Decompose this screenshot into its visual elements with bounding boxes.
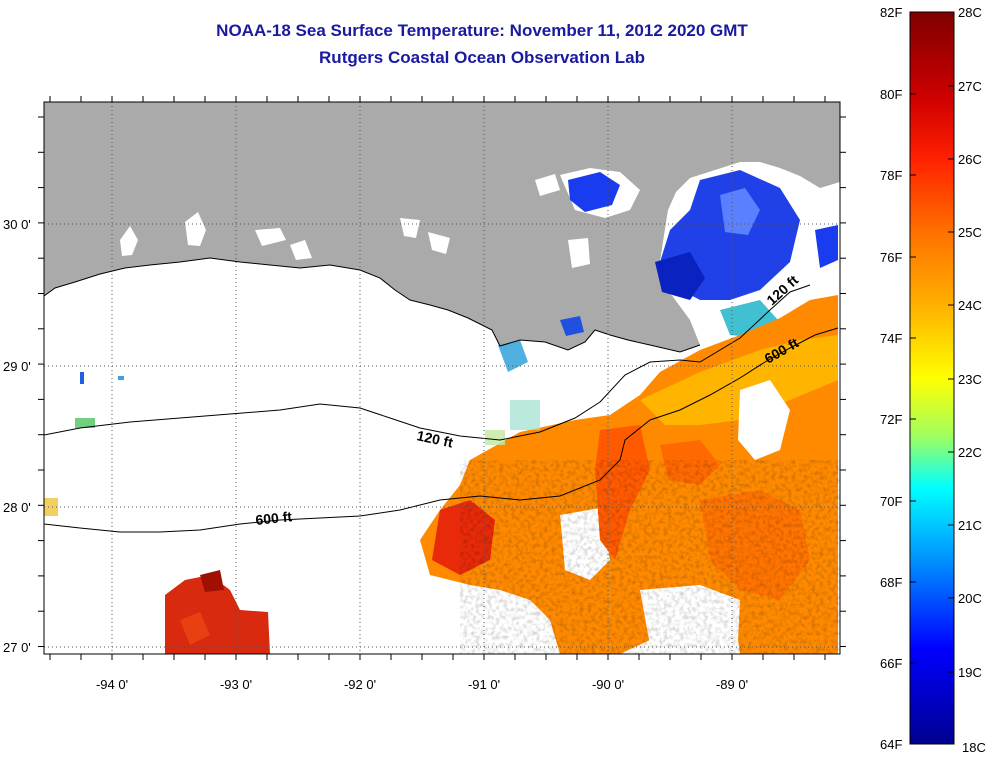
cb-f-label: 72F [880,412,902,427]
lat-label: 30 0' [3,217,31,232]
cb-f-label: 80F [880,87,902,102]
cb-c-label: 19C [958,665,982,680]
lake [535,174,560,196]
cb-c-label: 24C [958,298,982,313]
cb-f-label: 70F [880,494,902,509]
lon-label: -92 0' [344,677,376,692]
cb-f-label: 76F [880,250,902,265]
colorbar-celsius-labels: 28C 27C 26C 25C 24C 23C 22C 21C 20C 19C … [958,5,986,755]
coastline [44,257,701,353]
map-frame [43,101,841,655]
cb-f-label: 74F [880,331,902,346]
lon-label: -89 0' [716,677,748,692]
lake [255,228,286,246]
cb-f-label: 66F [880,656,902,671]
graticule [44,102,840,654]
lat-label: 29 0' [3,359,31,374]
cb-f-label: 64F [880,737,902,752]
lon-label: -91 0' [468,677,500,692]
lake [290,240,312,260]
cb-c-label: 21C [958,518,982,533]
map-title: NOAA-18 Sea Surface Temperature: Novembe… [216,21,748,40]
lon-label: -90 0' [592,677,624,692]
lon-label: -94 0' [96,677,128,692]
lake [185,212,206,246]
frame-ticks [38,96,846,660]
contour-120ft [44,284,811,441]
land-mass [44,102,840,352]
colorbar-ticks [910,11,954,745]
lake [120,226,138,256]
cb-c-label: 26C [958,152,982,167]
lat-label: 27 0' [3,640,31,655]
contour-label-600ft-west: 600 ft [255,508,293,528]
contour-600ft [44,327,839,533]
cb-f-label: 68F [880,575,902,590]
scattered-data-pixels [44,372,540,516]
cb-c-label: 27C [958,79,982,94]
contour-label-120ft-west: 120 ft [415,427,454,450]
map-subtitle: Rutgers Coastal Ocean Observation Lab [319,48,645,67]
colorbar-fahrenheit-labels: 82F 80F 78F 76F 74F 72F 70F 68F 66F 64F [880,5,902,752]
cold-water-patches [498,170,838,372]
lon-label: -93 0' [220,677,252,692]
cb-c-label: 28C [958,5,982,20]
lat-label: 28 0' [3,500,31,515]
cb-c-label: 25C [958,225,982,240]
colorbar [909,11,955,745]
lake [568,238,590,268]
cb-f-label: 82F [880,5,902,20]
lake [428,232,450,254]
cb-f-label: 78F [880,168,902,183]
cb-c-label: 18C [962,740,986,755]
lake [400,218,420,238]
cb-c-label: 23C [958,372,982,387]
warm-water-field [165,295,840,654]
cb-c-label: 20C [958,591,982,606]
cb-c-label: 22C [958,445,982,460]
